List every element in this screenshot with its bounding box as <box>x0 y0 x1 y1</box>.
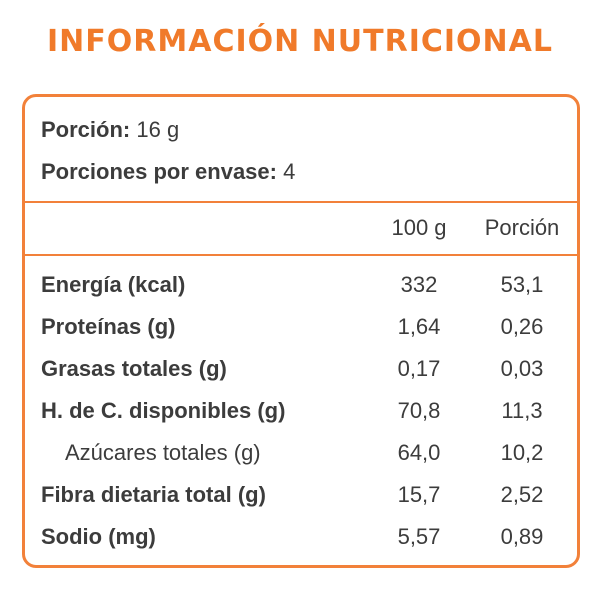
value-100g: 64,0 <box>397 440 441 465</box>
servings-value: 4 <box>283 159 296 184</box>
value-100g: 332 <box>400 272 438 297</box>
divider <box>25 254 577 256</box>
value-portion: 11,3 <box>501 398 543 423</box>
value-portion: 0,26 <box>500 314 544 339</box>
nutrient-label: Energía (kcal) <box>41 272 186 297</box>
portion-value: 16 g <box>136 117 180 142</box>
nutrient-label: Grasas totales (g) <box>41 356 227 381</box>
nutrient-label: Fibra dietaria total (g) <box>41 482 266 507</box>
value-100g: 0,17 <box>397 356 441 381</box>
value-100g: 5,57 <box>397 524 441 549</box>
value-portion: 10,2 <box>500 440 544 465</box>
value-100g: 1,64 <box>397 314 441 339</box>
servings-label: Porciones por envase: <box>41 159 277 184</box>
nutrient-label: Proteínas (g) <box>41 314 176 339</box>
value-portion: 2,52 <box>500 482 544 507</box>
nutrition-table: Porción: 16 g Porciones por envase: 4 10… <box>22 94 580 568</box>
value-100g: 70,8 <box>397 398 441 423</box>
value-portion: 0,03 <box>500 356 544 381</box>
portion-label: Porción: <box>41 117 131 142</box>
value-100g: 15,7 <box>397 482 441 507</box>
nutrient-sublabel: Azúcares totales (g) <box>65 440 261 465</box>
column-header-100g: 100 g <box>391 215 447 240</box>
value-portion: 53,1 <box>500 272 544 297</box>
nutrient-label: Sodio (mg) <box>41 524 156 549</box>
divider <box>25 201 577 203</box>
column-header-portion: Porción <box>484 215 560 240</box>
page-title: INFORMACIÓN NUTRICIONAL <box>47 24 553 59</box>
nutrient-label: H. de C. disponibles (g) <box>41 398 286 423</box>
value-portion: 0,89 <box>500 524 544 549</box>
